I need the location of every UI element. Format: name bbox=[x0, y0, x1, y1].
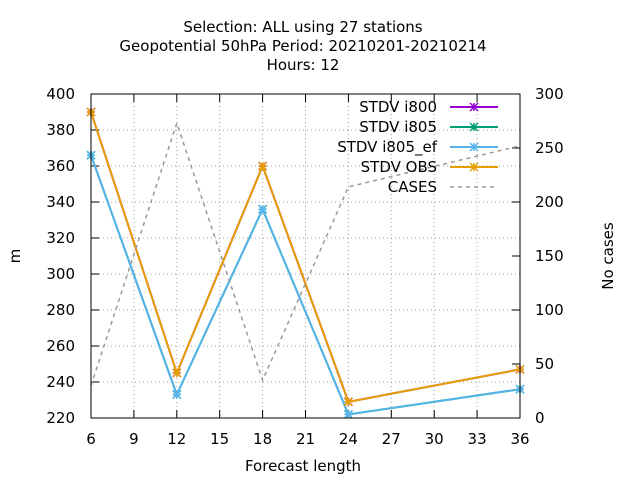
x-tick-label: 12 bbox=[167, 430, 186, 448]
x-tick-label: 27 bbox=[382, 430, 401, 448]
legend-marker-3 bbox=[469, 142, 479, 152]
y2-tick-label: 300 bbox=[535, 85, 564, 103]
legend-marker-2 bbox=[469, 122, 479, 132]
x-axis-ticks: 6 9 12 15 18 21 24 27 30 33 36 bbox=[86, 94, 530, 448]
legend-label-2: STDV i805 bbox=[359, 118, 437, 136]
y-tick-label: 260 bbox=[46, 337, 75, 355]
y2-axis-ticks: 0 50 100 150 200 250 300 bbox=[512, 85, 564, 427]
series-line-5 bbox=[90, 120, 521, 386]
y-tick-label: 400 bbox=[46, 85, 75, 103]
series-3-point bbox=[258, 204, 268, 214]
legend-label-5: CASES bbox=[388, 178, 437, 196]
y-tick-label: 240 bbox=[46, 373, 75, 391]
x-tick-label: 33 bbox=[468, 430, 487, 448]
y-tick-label: 320 bbox=[46, 229, 75, 247]
series-3-point bbox=[172, 390, 182, 400]
y2-tick-label: 0 bbox=[535, 409, 545, 427]
x-tick-label: 6 bbox=[86, 430, 96, 448]
x-tick-label: 9 bbox=[129, 430, 139, 448]
y-tick-label: 380 bbox=[46, 121, 75, 139]
grid bbox=[91, 94, 520, 418]
x-axis-label: Forecast length bbox=[245, 457, 361, 475]
plot-frame bbox=[90, 93, 521, 419]
y2-tick-label: 200 bbox=[535, 193, 564, 211]
x-tick-label: 30 bbox=[425, 430, 444, 448]
series-4-point bbox=[172, 368, 182, 378]
series-3-point bbox=[343, 409, 353, 419]
y-tick-label: 220 bbox=[46, 409, 75, 427]
y-tick-label: 300 bbox=[46, 265, 75, 283]
x-tick-label: 15 bbox=[210, 430, 229, 448]
y-tick-label: 280 bbox=[46, 301, 75, 319]
y2-tick-label: 50 bbox=[535, 355, 554, 373]
legend-marker-4 bbox=[469, 162, 479, 172]
y-tick-label: 360 bbox=[46, 157, 75, 175]
y-tick-label: 340 bbox=[46, 193, 75, 211]
legend-label-4: STDV OBS bbox=[361, 158, 437, 176]
x-tick-label: 24 bbox=[339, 430, 358, 448]
title-line-1: Selection: ALL using 27 stations bbox=[183, 18, 422, 36]
title-line-2: Geopotential 50hPa Period: 20210201-2021… bbox=[119, 37, 486, 55]
chart-title: Selection: ALL using 27 stations Geopote… bbox=[119, 18, 486, 74]
legend-label-1: STDV i800 bbox=[359, 98, 437, 116]
series-4-point bbox=[343, 397, 353, 407]
x-tick-label: 18 bbox=[253, 430, 272, 448]
y2-axis-label: No cases bbox=[599, 222, 617, 290]
y2-tick-label: 250 bbox=[535, 139, 564, 157]
y2-tick-label: 100 bbox=[535, 301, 564, 319]
series-4-point bbox=[258, 161, 268, 171]
title-line-3: Hours: 12 bbox=[267, 56, 340, 74]
legend-label-3: STDV i805_ef bbox=[337, 138, 438, 157]
legend-marker-1 bbox=[469, 102, 479, 112]
y-axis-label: m bbox=[6, 249, 24, 264]
y-axis-ticks: 220 240 260 280 300 320 340 360 380 400 bbox=[46, 85, 99, 427]
x-tick-label: 36 bbox=[510, 430, 529, 448]
y2-tick-label: 150 bbox=[535, 247, 564, 265]
x-tick-label: 21 bbox=[296, 430, 315, 448]
